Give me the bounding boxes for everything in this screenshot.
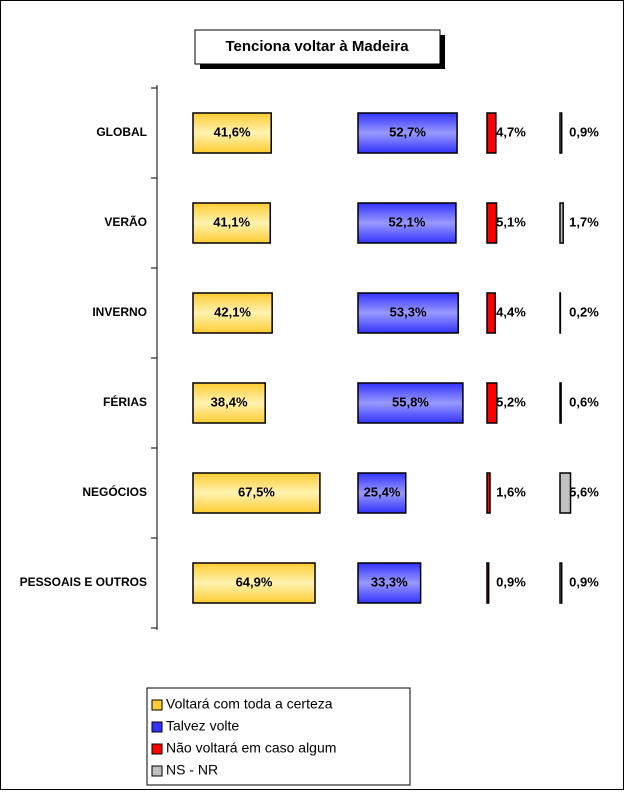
value-label: 25,4% (364, 484, 401, 499)
value-label: 41,6% (214, 124, 251, 139)
value-label: 5,2% (496, 394, 526, 409)
bar (487, 113, 496, 153)
value-label: 41,1% (213, 214, 250, 229)
value-label: 4,7% (496, 124, 526, 139)
value-label: 1,7% (569, 214, 599, 229)
legend-swatch (152, 744, 162, 754)
legend-swatch (152, 722, 162, 732)
legend-label: Voltará com toda a certeza (166, 696, 333, 712)
bar (560, 113, 562, 153)
bar (487, 293, 495, 333)
category-label: FÉRIAS (103, 394, 147, 409)
bar (560, 383, 561, 423)
value-label: 64,9% (236, 574, 273, 589)
bar (487, 203, 497, 243)
value-label: 52,7% (389, 124, 426, 139)
category-label: INVERNO (92, 305, 147, 319)
legend-label: Não voltará em caso algum (166, 740, 336, 756)
value-label: 53,3% (390, 304, 427, 319)
value-label: 5,1% (496, 214, 526, 229)
bar (487, 473, 490, 513)
value-label: 52,1% (389, 214, 426, 229)
value-label: 0,9% (569, 124, 599, 139)
value-label: 0,2% (569, 304, 599, 319)
value-label: 55,8% (392, 394, 429, 409)
value-label: 0,9% (496, 574, 526, 589)
value-label: 5,6% (569, 484, 599, 499)
category-label: NEGÓCIOS (82, 484, 147, 499)
value-label: 1,6% (496, 484, 526, 499)
category-label: PESSOAIS E OUTROS (20, 575, 147, 589)
value-label: 4,4% (496, 304, 526, 319)
chart-title: Tenciona voltar à Madeira (225, 38, 409, 55)
category-label: GLOBAL (96, 125, 147, 139)
legend-label: NS - NR (166, 762, 218, 778)
legend-swatch (152, 700, 162, 710)
category-label: VERÃO (104, 214, 147, 229)
legend-swatch (152, 766, 162, 776)
bar (560, 203, 563, 243)
bar (560, 563, 562, 603)
value-label: 0,9% (569, 574, 599, 589)
legend-label: Talvez volte (166, 718, 239, 734)
value-label: 42,1% (214, 304, 251, 319)
value-label: 67,5% (238, 484, 275, 499)
value-label: 0,6% (569, 394, 599, 409)
value-label: 38,4% (211, 394, 248, 409)
value-label: 33,3% (371, 574, 408, 589)
bar (487, 563, 489, 603)
